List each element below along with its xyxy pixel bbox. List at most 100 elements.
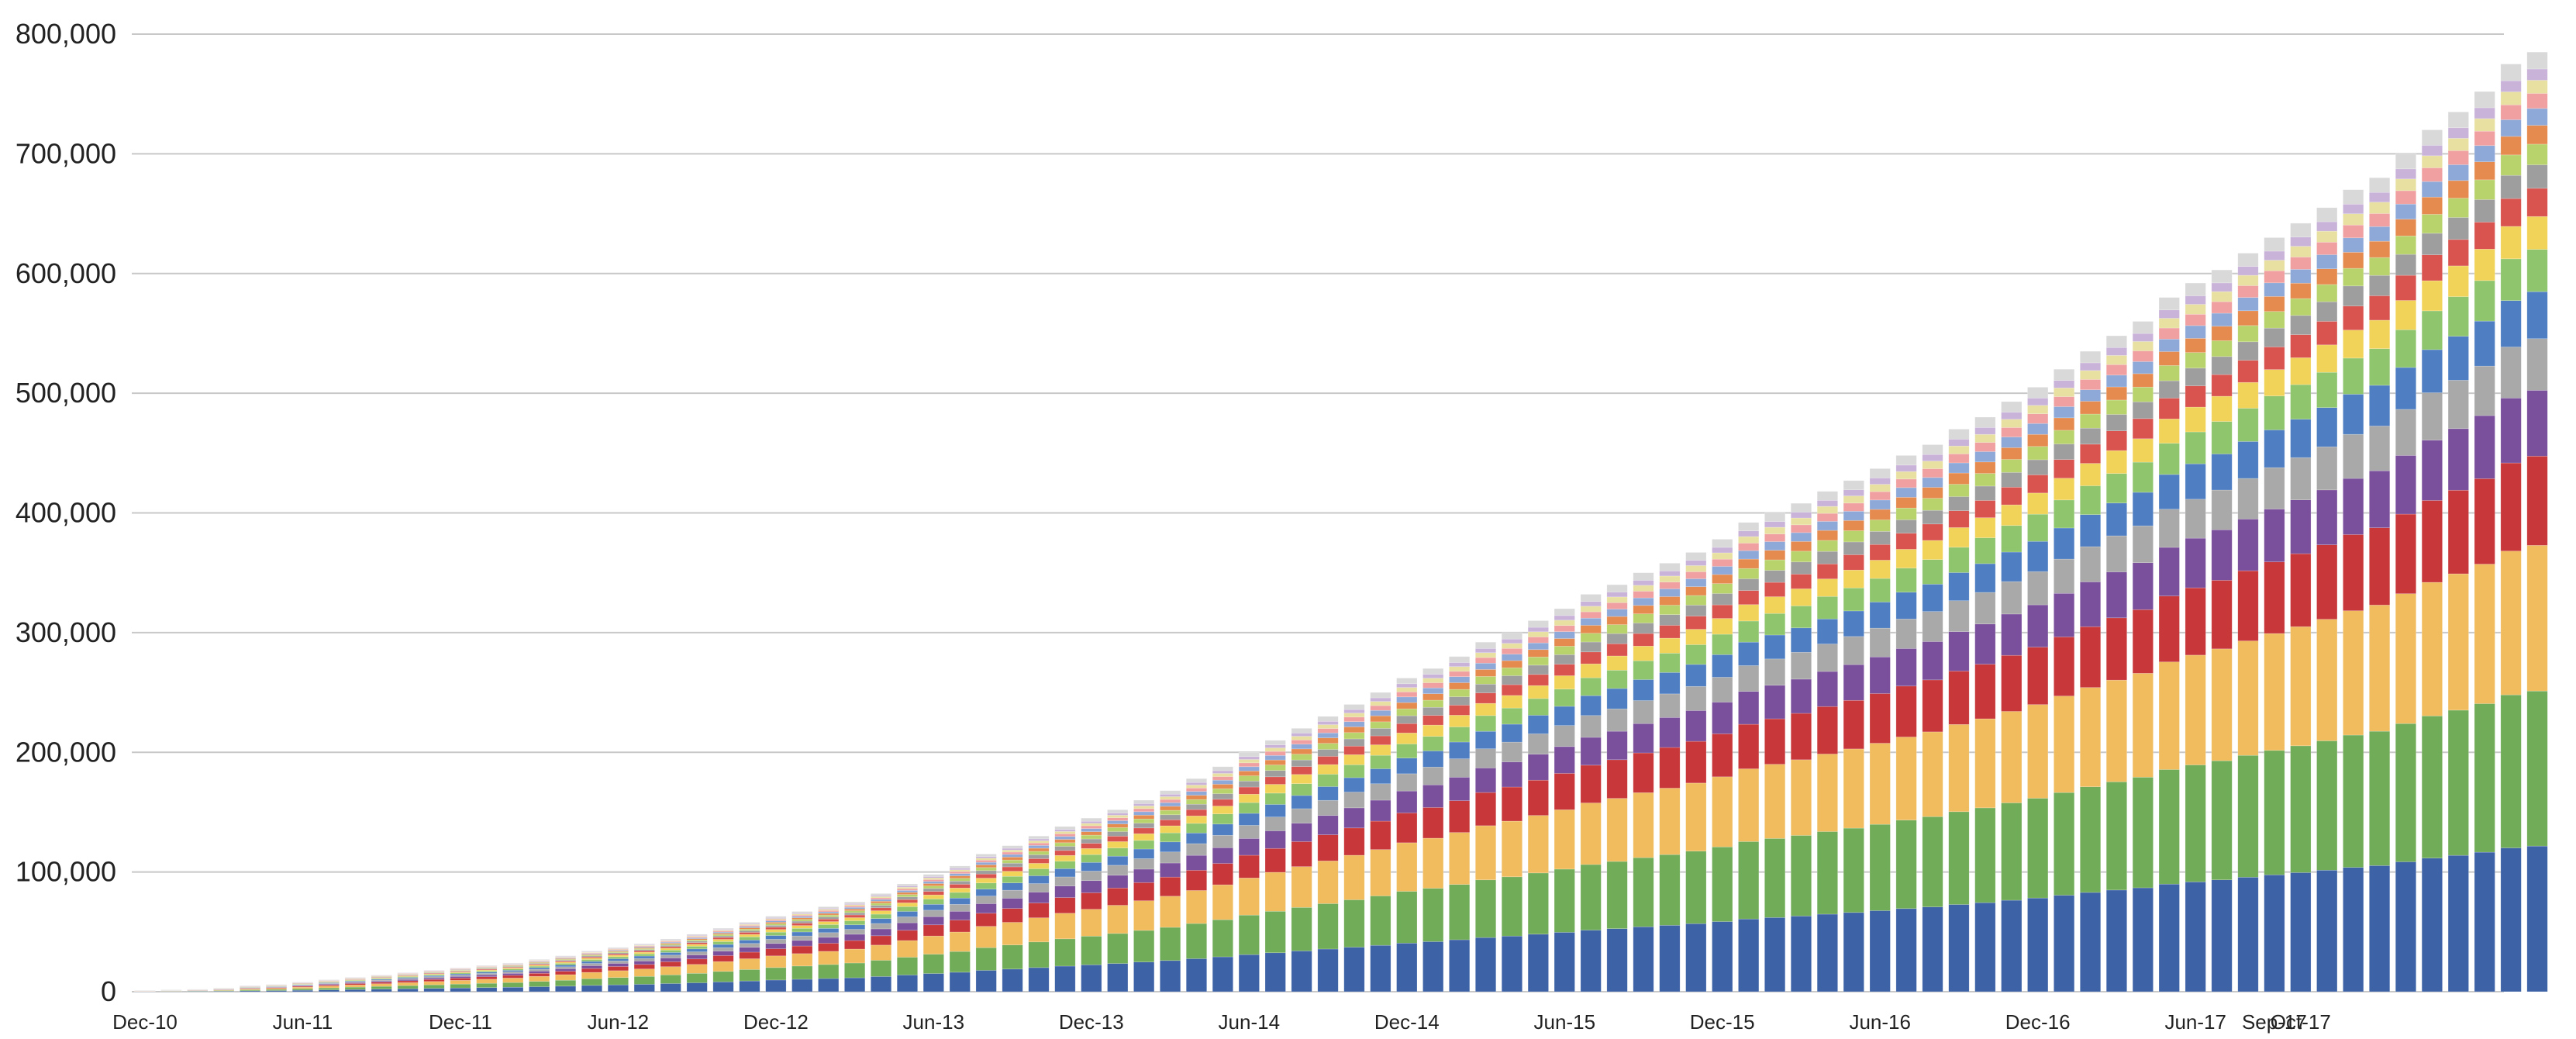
- bar-segment: [1790, 759, 1812, 836]
- bar-segment: [529, 959, 550, 961]
- bar-segment: [949, 871, 971, 874]
- bar-segment: [2080, 350, 2102, 364]
- bar-segment: [1554, 725, 1575, 747]
- bar-segment: [633, 945, 655, 948]
- bar-segment: [1895, 549, 1917, 568]
- bar-segment: [1764, 634, 1786, 660]
- bar-segment: [1422, 888, 1444, 942]
- bar-segment: [1501, 654, 1522, 661]
- bar-segment: [1843, 664, 1864, 701]
- x-tick-label: Sep-17: [2242, 1010, 2307, 1034]
- stacked-bar: [1343, 704, 1365, 992]
- bar-segment: [1185, 795, 1208, 800]
- bar-segment: [2185, 537, 2206, 589]
- stacked-bar: [739, 922, 760, 992]
- bar-segment: [1895, 533, 1917, 550]
- stacked-bar: [1475, 641, 1497, 992]
- bar-segment: [949, 920, 971, 933]
- bar-segment: [529, 986, 550, 992]
- bar-segment: [1081, 823, 1102, 827]
- bar-segment: [1212, 863, 1233, 885]
- bar-segment: [922, 935, 944, 954]
- bar-segment: [476, 965, 498, 966]
- bar-segment: [555, 966, 577, 969]
- bar-segment: [2211, 356, 2233, 375]
- bar-segment: [1291, 907, 1312, 951]
- bar-segment: [1264, 952, 1286, 992]
- bar-segment: [1422, 687, 1444, 695]
- bar-segment: [2447, 180, 2469, 198]
- bar-segment: [581, 959, 603, 962]
- bar-segment: [2526, 80, 2548, 94]
- bar-segment: [1501, 684, 1522, 696]
- bar-segment: [1580, 930, 1602, 992]
- bar-segment: [2500, 551, 2522, 696]
- bar-segment: [2080, 444, 2102, 464]
- bar-segment: [2105, 335, 2127, 348]
- bar-segment: [1238, 759, 1260, 764]
- bar-segment: [1317, 786, 1339, 801]
- bar-segment: [1317, 743, 1339, 750]
- bar-segment: [1764, 570, 1786, 583]
- bar-segment: [1002, 968, 1023, 992]
- bar-segment: [1554, 746, 1575, 774]
- bar-segment: [2158, 419, 2180, 444]
- bar-segment: [922, 954, 944, 974]
- bar-segment: [1081, 831, 1102, 836]
- bar-segment: [949, 875, 971, 879]
- bar-segment: [2237, 519, 2259, 571]
- bar-segment: [2447, 709, 2469, 856]
- bar-segment: [2237, 253, 2259, 267]
- bar-segment: [2343, 213, 2364, 226]
- bar-segment: [1843, 699, 1864, 750]
- bar-segment: [423, 988, 445, 992]
- bar-segment: [871, 918, 892, 924]
- stacked-bar: [1370, 692, 1391, 992]
- bar-segment: [765, 955, 787, 968]
- bar-segment: [2132, 373, 2154, 388]
- bar-segment: [1475, 692, 1497, 704]
- stacked-bar: [1054, 826, 1076, 992]
- bar-segment: [712, 947, 734, 951]
- bar-segment: [2447, 336, 2469, 381]
- bar-segment: [2211, 580, 2233, 650]
- bar-segment: [712, 939, 734, 942]
- bar-segment: [896, 906, 918, 912]
- bar-segment: [1002, 922, 1023, 946]
- bar-segment: [1317, 861, 1339, 904]
- bar-segment: [1028, 842, 1050, 846]
- bar-segment: [1712, 776, 1733, 847]
- bar-segment: [1685, 782, 1707, 852]
- bar-segment: [2290, 246, 2312, 257]
- bar-segment: [1396, 891, 1418, 944]
- bar-segment: [2264, 237, 2285, 252]
- bar-segment: [2001, 551, 2023, 582]
- bar-segment: [1475, 879, 1497, 938]
- bar-segment: [1712, 593, 1733, 606]
- bar-segment: [739, 922, 760, 924]
- bar-segment: [1054, 965, 1076, 992]
- bar-segment: [2264, 874, 2285, 992]
- bar-segment: [1449, 715, 1471, 727]
- bar-segment: [2185, 463, 2206, 500]
- bar-segment: [1264, 847, 1286, 873]
- x-tick-label: Jun-16: [1849, 1010, 1911, 1034]
- bar-segment: [2447, 112, 2469, 129]
- bar-segment: [975, 926, 997, 948]
- bar-segment: [2105, 355, 2127, 365]
- bar-segment: [1396, 678, 1418, 685]
- bar-segment: [555, 955, 577, 957]
- bar-segment: [1343, 947, 1365, 992]
- bar-segment: [1185, 791, 1208, 796]
- bar-segment: [871, 903, 892, 906]
- bar-segment: [1160, 819, 1181, 827]
- bar-segment: [2447, 296, 2469, 337]
- bar-segment: [686, 982, 708, 992]
- bar-segment: [2237, 297, 2259, 312]
- bar-segment: [2080, 485, 2102, 516]
- bar-segment: [2447, 138, 2469, 151]
- bar-segment: [2421, 196, 2443, 215]
- stacked-bar: [2105, 335, 2127, 992]
- stacked-bar: [1238, 751, 1260, 992]
- bar-segment: [1948, 484, 1970, 497]
